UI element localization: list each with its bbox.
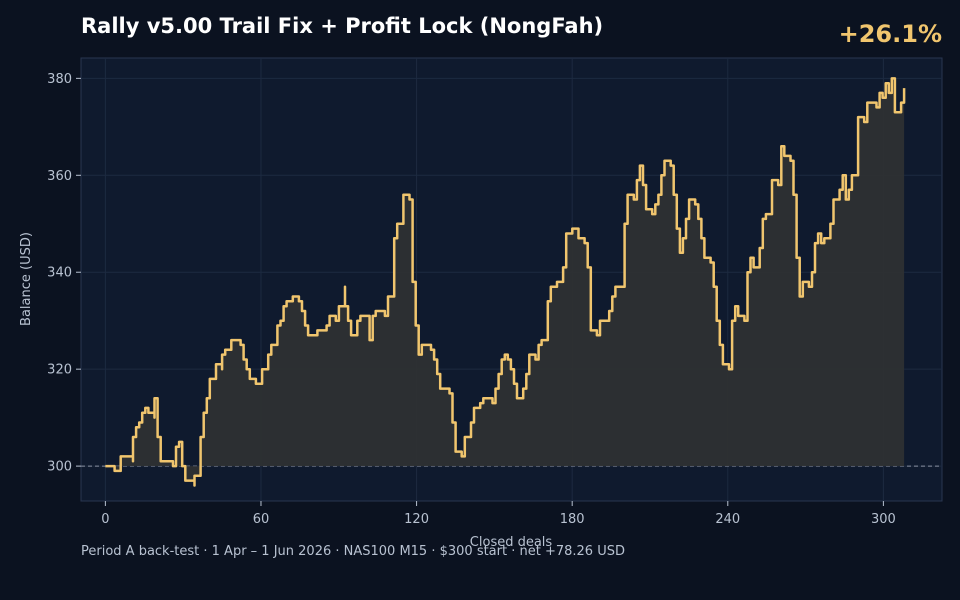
y-tick-label: 340 bbox=[47, 266, 72, 281]
x-axis-label: Closed deals bbox=[470, 535, 553, 550]
x-tick-label: 180 bbox=[560, 512, 585, 527]
x-tick-label: 0 bbox=[101, 512, 109, 527]
x-tick-label: 60 bbox=[253, 512, 270, 527]
x-axis-ticks: 0 60 120 180 240 300 bbox=[101, 501, 896, 527]
y-tick-label: 300 bbox=[47, 460, 72, 475]
x-tick-label: 240 bbox=[715, 512, 740, 527]
return-badge: +26.1% bbox=[838, 20, 942, 48]
x-tick-label: 300 bbox=[871, 512, 896, 527]
chart-footer: Period A back-test · 1 Apr – 1 Jun 2026 … bbox=[81, 544, 625, 559]
y-tick-label: 360 bbox=[47, 169, 72, 184]
y-tick-label: 380 bbox=[47, 72, 72, 87]
y-axis-label: Balance (USD) bbox=[19, 232, 34, 326]
y-axis-ticks: 300 320 340 360 380 bbox=[47, 72, 81, 475]
equity-curve-line bbox=[105, 77, 906, 487]
equity-area-fill bbox=[105, 78, 905, 486]
x-tick-label: 120 bbox=[404, 512, 429, 527]
y-tick-label: 320 bbox=[47, 363, 72, 378]
chart-title: Rally v5.00 Trail Fix + Profit Lock (Non… bbox=[81, 14, 604, 38]
